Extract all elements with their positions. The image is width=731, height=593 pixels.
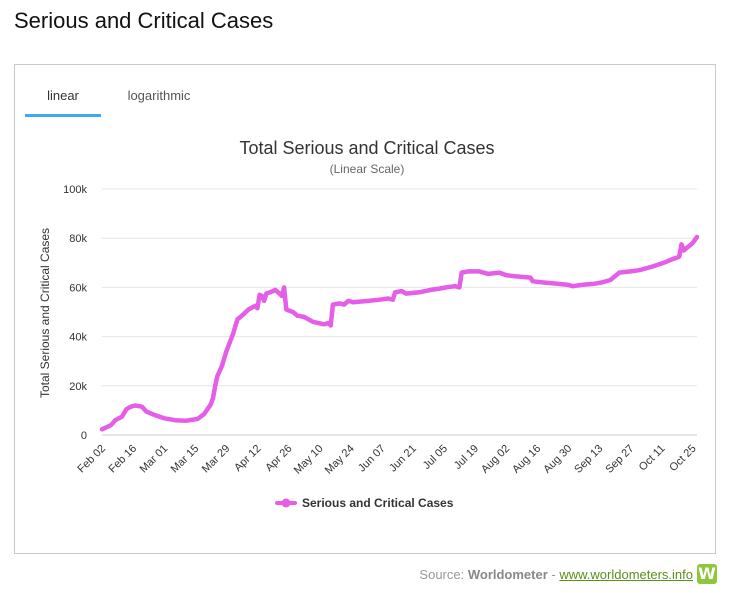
source-prefix: Source:	[419, 567, 468, 582]
x-tick-label: Feb 02	[75, 443, 108, 476]
x-tick-label: Aug 30	[541, 443, 574, 476]
x-tick-label: May 10	[292, 443, 326, 477]
source-link[interactable]: www.worldometers.info	[559, 567, 693, 582]
x-tick-label: Jun 07	[356, 443, 388, 475]
legend-dot-marker	[281, 498, 291, 508]
x-tick-label: Apr 26	[263, 443, 294, 474]
page-title: Serious and Critical Cases	[14, 8, 274, 33]
tab-logarithmic[interactable]: logarithmic	[127, 88, 191, 103]
y-tick-label: 20k	[69, 381, 87, 393]
y-tick-label: 100k	[63, 184, 87, 196]
y-tick-label: 0	[81, 430, 87, 442]
x-tick-label: Aug 02	[479, 443, 512, 476]
x-tick-label: Sep 27	[603, 443, 636, 476]
source-name: Worldometer	[467, 567, 548, 582]
source-credit: Source: Worldometer - www.worldometers.i…	[419, 567, 693, 582]
y-tick-label: 80k	[69, 233, 87, 245]
x-tick-label: Feb 16	[106, 443, 139, 476]
worldometer-logo-icon[interactable]: W	[697, 564, 717, 584]
x-tick-label: Oct 25	[667, 443, 698, 474]
x-tick-label: Jul 19	[452, 443, 481, 472]
y-axis-label: Total Serious and Critical Cases	[38, 228, 52, 398]
x-tick-label: Aug 16	[510, 443, 543, 476]
x-tick-label: May 24	[323, 443, 357, 477]
chart-card: linear logarithmic Total Serious and Cri…	[14, 64, 716, 554]
y-tick-label: 40k	[69, 332, 87, 344]
x-tick-label: Oct 11	[637, 443, 668, 474]
source-separator: -	[547, 567, 560, 582]
legend-label[interactable]: Serious and Critical Cases	[302, 496, 454, 510]
x-tick-label: Mar 29	[200, 443, 233, 476]
x-tick-label: Mar 15	[169, 443, 202, 476]
chart-title: Total Serious and Critical Cases	[239, 138, 494, 158]
x-tick-label: Apr 12	[232, 443, 263, 474]
x-tick-label: Mar 01	[138, 443, 171, 476]
x-tick-label: Sep 13	[572, 443, 605, 476]
x-tick-label: Jul 05	[421, 443, 450, 472]
line-chart: Total Serious and Critical Cases (Linear…	[38, 138, 700, 510]
legend[interactable]: Serious and Critical Cases	[275, 496, 454, 510]
chart-subtitle: (Linear Scale)	[330, 162, 405, 176]
series-line[interactable]	[99, 234, 700, 432]
tab-linear[interactable]: linear	[25, 79, 101, 117]
y-tick-label: 60k	[69, 282, 87, 294]
x-tick-label: Jun 21	[387, 443, 419, 475]
